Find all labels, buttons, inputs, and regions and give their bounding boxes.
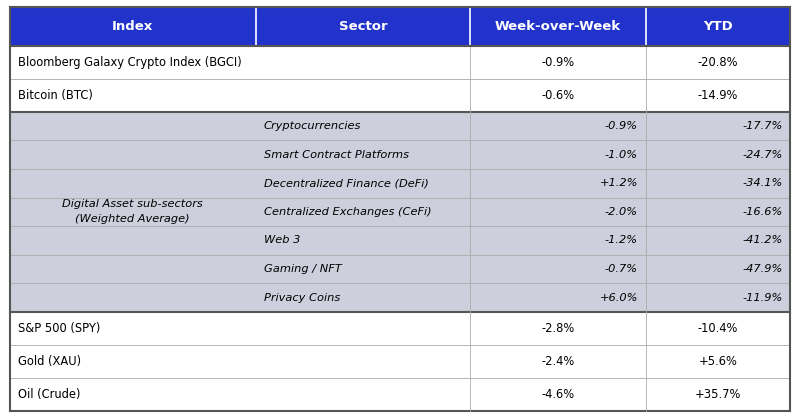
Text: Bloomberg Galaxy Crypto Index (BGCI): Bloomberg Galaxy Crypto Index (BGCI) (18, 56, 242, 69)
Text: -16.6%: -16.6% (742, 207, 782, 217)
Text: Gold (XAU): Gold (XAU) (18, 355, 81, 368)
Bar (10, 345, 790, 378)
Text: +6.0%: +6.0% (599, 293, 638, 303)
Text: -1.0%: -1.0% (605, 150, 638, 160)
Bar (10, 140, 790, 169)
Text: +35.7%: +35.7% (695, 388, 742, 401)
Text: -0.6%: -0.6% (542, 89, 574, 102)
Text: +1.2%: +1.2% (599, 178, 638, 188)
Text: Digital Asset sub-sectors
(Weighted Average): Digital Asset sub-sectors (Weighted Aver… (62, 199, 203, 224)
Bar (10, 378, 790, 411)
Text: -1.2%: -1.2% (605, 235, 638, 245)
Text: Sector: Sector (338, 20, 387, 33)
Text: -34.1%: -34.1% (742, 178, 782, 188)
Text: S&P 500 (SPY): S&P 500 (SPY) (18, 322, 100, 335)
Text: Decentralized Finance (DeFi): Decentralized Finance (DeFi) (263, 178, 429, 188)
Text: Web 3: Web 3 (263, 235, 300, 245)
Text: YTD: YTD (703, 20, 733, 33)
Text: Cryptocurrencies: Cryptocurrencies (263, 121, 361, 131)
Bar (10, 226, 790, 255)
Text: +5.6%: +5.6% (698, 355, 738, 368)
Text: -4.6%: -4.6% (542, 388, 574, 401)
Bar (10, 312, 790, 345)
Text: -2.4%: -2.4% (542, 355, 574, 368)
Text: Smart Contract Platforms: Smart Contract Platforms (263, 150, 409, 160)
Text: Gaming / NFT: Gaming / NFT (263, 264, 342, 274)
Text: -17.7%: -17.7% (742, 121, 782, 131)
Bar (10, 283, 790, 312)
Text: -10.4%: -10.4% (698, 322, 738, 335)
Text: Week-over-Week: Week-over-Week (495, 20, 621, 33)
Text: -2.8%: -2.8% (542, 322, 574, 335)
Text: -2.0%: -2.0% (605, 207, 638, 217)
Text: -24.7%: -24.7% (742, 150, 782, 160)
Text: -0.9%: -0.9% (605, 121, 638, 131)
Bar (10, 7, 790, 46)
Bar (10, 111, 790, 140)
Bar (10, 169, 790, 198)
Text: -41.2%: -41.2% (742, 235, 782, 245)
Text: Oil (Crude): Oil (Crude) (18, 388, 80, 401)
Bar (10, 46, 790, 79)
Text: -11.9%: -11.9% (742, 293, 782, 303)
Bar (10, 255, 790, 283)
Text: -20.8%: -20.8% (698, 56, 738, 69)
Bar (10, 198, 790, 226)
Text: Index: Index (112, 20, 154, 33)
Text: -14.9%: -14.9% (698, 89, 738, 102)
Bar (10, 79, 790, 111)
Text: -47.9%: -47.9% (742, 264, 782, 274)
Text: -0.9%: -0.9% (542, 56, 574, 69)
Text: -0.7%: -0.7% (605, 264, 638, 274)
Text: Bitcoin (BTC): Bitcoin (BTC) (18, 89, 93, 102)
Text: Centralized Exchanges (CeFi): Centralized Exchanges (CeFi) (263, 207, 431, 217)
Text: Privacy Coins: Privacy Coins (263, 293, 340, 303)
